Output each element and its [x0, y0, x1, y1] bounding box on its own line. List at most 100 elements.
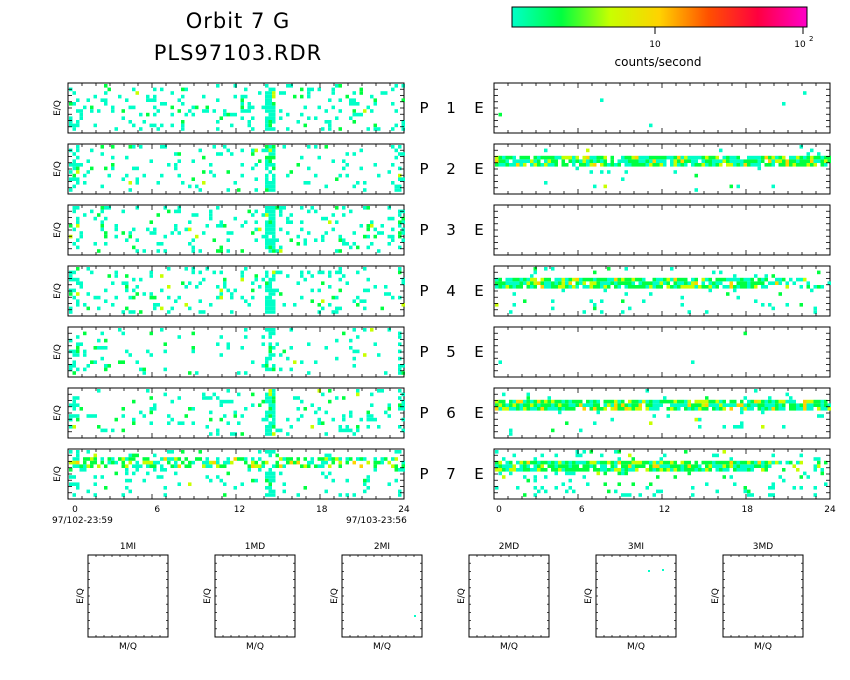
heatmap-cell [659, 403, 663, 407]
heatmap-cell [153, 407, 157, 411]
heatmap-cell [761, 410, 765, 415]
heatmap-cell [670, 277, 674, 282]
heatmap-cell [153, 306, 157, 311]
heatmap-cell [530, 285, 534, 289]
heatmap-cell [86, 306, 90, 311]
heatmap-cell [202, 94, 206, 99]
heatmap-cell [764, 403, 768, 407]
heatmap-cell [398, 224, 402, 228]
heatmap-cell [114, 234, 118, 239]
heatmap-cell [72, 414, 76, 418]
heatmap-cell [792, 281, 796, 285]
heatmap-cell [656, 464, 660, 468]
heatmap-cell [167, 457, 171, 461]
heatmap-cell [265, 295, 269, 300]
heatmap-cell [156, 460, 160, 465]
heatmap-cell [72, 407, 76, 411]
heatmap-cell [701, 403, 705, 407]
heatmap-cell [631, 460, 635, 465]
heatmap-cell [708, 288, 712, 293]
heatmap-cell [771, 163, 775, 167]
heatmap-cell [817, 270, 821, 275]
heatmap-cell [76, 464, 80, 468]
heatmap-cell [191, 270, 195, 275]
heatmap-cell [544, 407, 548, 411]
heatmap-cell [244, 299, 248, 303]
heatmap-cell [607, 489, 611, 494]
heatmap-cell [394, 155, 398, 160]
heatmap-cell [726, 464, 730, 468]
heatmap-cell [635, 277, 639, 282]
heatmap-cell [540, 155, 544, 160]
heatmap-cell [698, 407, 702, 411]
heatmap-cell [705, 482, 709, 486]
heatmap-cell [104, 428, 108, 433]
heatmap-cell [568, 159, 572, 163]
heatmap-cell [265, 310, 269, 314]
heatmap-cell [345, 428, 349, 433]
heatmap-cell [121, 457, 125, 461]
heatmap-cell [142, 457, 146, 461]
heatmap-cell [251, 281, 255, 285]
heatmap-cell [254, 148, 258, 153]
heatmap-cell [726, 277, 730, 282]
heatmap-cell [638, 163, 642, 167]
heatmap-cell [97, 464, 101, 468]
heatmap-cell [677, 403, 681, 407]
heatmap-cell [139, 277, 143, 282]
heatmap-cell [586, 464, 590, 468]
heatmap-cell [79, 342, 83, 346]
heatmap-cell [733, 159, 737, 163]
heatmap-cell [813, 464, 817, 468]
heatmap-cell [188, 464, 192, 468]
heatmap-cell [174, 460, 178, 465]
heatmap-cell [673, 399, 677, 404]
heatmap-cell [289, 460, 293, 465]
heatmap-cell [219, 295, 223, 300]
heatmap-cell [282, 464, 286, 468]
heatmap-cell [265, 98, 269, 102]
heatmap-cell [202, 181, 206, 185]
heatmap-cell [761, 399, 765, 404]
heatmap-cell [803, 399, 807, 404]
heatmap-cell [121, 493, 125, 497]
heatmap-cell [216, 464, 220, 468]
heatmap-cell [708, 403, 712, 407]
heatmap-cell [363, 489, 367, 494]
heatmap-cell [523, 475, 527, 479]
heatmap-cell [265, 288, 269, 293]
heatmap-cell [268, 116, 272, 120]
heatmap-cell [275, 428, 279, 433]
heatmap-cell [586, 482, 590, 486]
heatmap-cell [251, 105, 255, 110]
heatmap-cell [265, 328, 269, 332]
heatmap-cell [736, 277, 740, 282]
heatmap-cell [76, 216, 80, 221]
heatmap-cell [254, 464, 258, 468]
heatmap-cell [384, 371, 388, 375]
heatmap-cell [100, 457, 104, 461]
heatmap-cell [79, 281, 83, 285]
heatmap-cell [300, 274, 304, 278]
row-label-number: 4 [446, 282, 456, 300]
heatmap-cell [69, 274, 73, 278]
heatmap-cell [160, 457, 164, 461]
heatmap-cell [757, 166, 761, 171]
heatmap-cell [160, 468, 164, 472]
heatmap-cell [806, 285, 810, 289]
heatmap-cell [79, 464, 83, 468]
heatmap-cell [586, 399, 590, 404]
heatmap-cell [342, 242, 346, 246]
mass-panel-xlabel: M/Q [500, 642, 518, 652]
heatmap-cell [359, 224, 363, 228]
heatmap-cell [240, 274, 244, 278]
heatmap-cell [90, 166, 94, 171]
heatmap-cell [114, 227, 118, 232]
heatmap-cell [743, 489, 747, 494]
heatmap-cell [502, 468, 506, 472]
heatmap-cell [813, 493, 817, 497]
heatmap-cell [69, 310, 73, 314]
heatmap-cell [596, 277, 600, 282]
heatmap-cell [293, 396, 297, 400]
heatmap-cell [69, 170, 73, 174]
